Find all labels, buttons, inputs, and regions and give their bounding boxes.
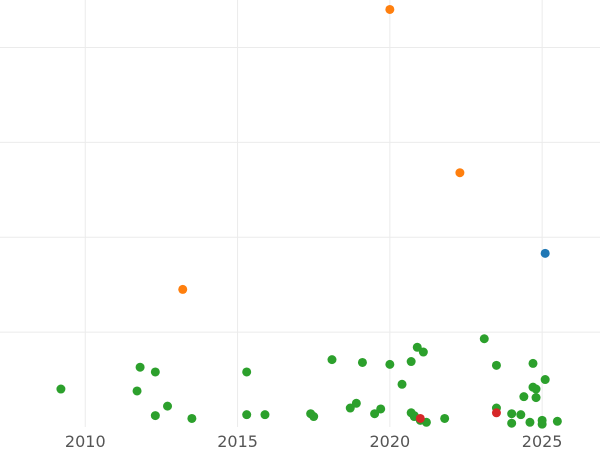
data-point-series-1 — [440, 413, 450, 423]
data-point-series-1 — [525, 417, 535, 427]
data-point-series-1 — [351, 398, 361, 408]
data-point-series-1 — [406, 357, 416, 367]
grid-layer — [0, 0, 600, 427]
data-point-series-1 — [491, 360, 501, 370]
data-point-series-3 — [540, 248, 550, 258]
data-point-series-1 — [187, 413, 197, 423]
data-point-series-1 — [507, 409, 517, 419]
data-point-series-1 — [418, 347, 428, 357]
data-point-series-1 — [357, 357, 367, 367]
data-point-series-1 — [385, 359, 395, 369]
data-point-series-1 — [135, 362, 145, 372]
x-tick-label: 2020 — [369, 432, 410, 450]
data-point-series-1 — [376, 404, 386, 414]
data-point-series-1 — [507, 418, 517, 428]
data-point-series-1 — [540, 375, 550, 385]
data-point-series-4 — [491, 408, 501, 418]
data-point-series-1 — [327, 355, 337, 365]
data-point-series-1 — [150, 411, 160, 421]
x-tick-label: 2015 — [217, 432, 258, 450]
data-point-series-1 — [345, 403, 355, 413]
data-point-series-2 — [178, 284, 188, 294]
data-point-series-1 — [242, 367, 252, 377]
data-point-series-2 — [385, 4, 395, 14]
data-point-series-1 — [479, 334, 489, 344]
data-point-series-1 — [309, 412, 319, 422]
data-point-series-1 — [370, 409, 380, 419]
x-tick-label: 2010 — [65, 432, 106, 450]
data-point-series-1 — [531, 384, 541, 394]
x-axis: 2010 2015 2020 2025 — [65, 432, 563, 450]
data-point-series-1 — [150, 367, 160, 377]
data-point-series-1 — [531, 393, 541, 403]
data-point-series-1 — [56, 384, 66, 394]
data-point-series-1 — [516, 410, 526, 420]
data-point-series-4 — [415, 413, 425, 423]
data-point-series-1 — [132, 386, 142, 396]
data-point-series-1 — [412, 342, 422, 352]
points-layer — [56, 4, 562, 429]
data-point-series-1 — [537, 419, 547, 429]
data-point-series-1 — [260, 410, 270, 420]
data-point-series-1 — [528, 358, 538, 368]
x-tick-label: 2025 — [522, 432, 563, 450]
data-point-series-2 — [455, 168, 465, 178]
data-point-series-1 — [397, 379, 407, 389]
data-point-series-1 — [519, 392, 529, 402]
data-point-series-1 — [163, 401, 173, 411]
data-point-series-1 — [242, 410, 252, 420]
data-point-series-1 — [552, 416, 562, 426]
